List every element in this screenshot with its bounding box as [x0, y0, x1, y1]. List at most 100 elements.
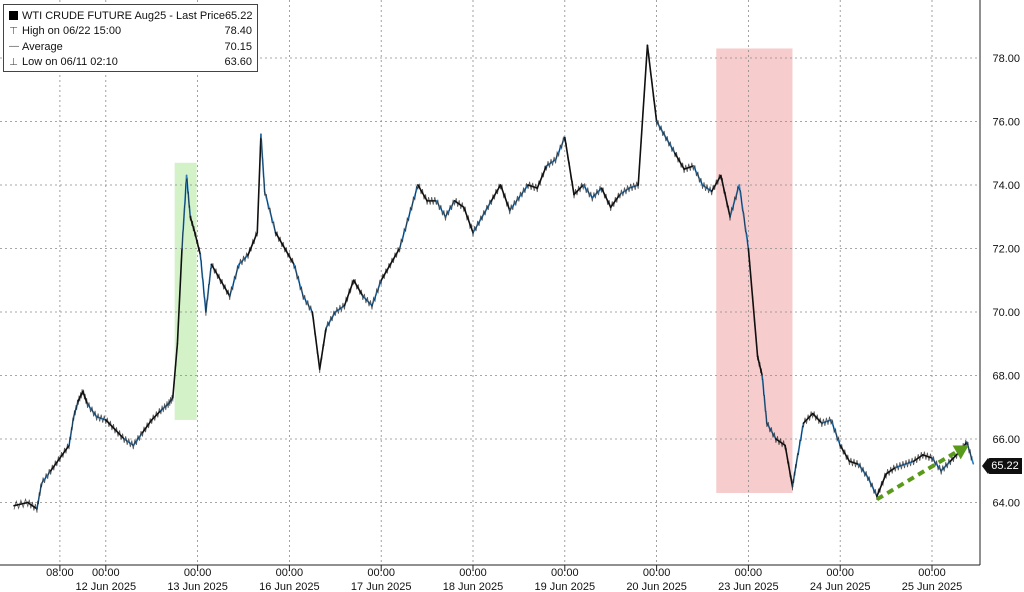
price-segment — [710, 174, 722, 193]
price-segment — [664, 136, 676, 155]
x-tick-time-label: 00:00 — [276, 567, 304, 579]
price-segment — [591, 187, 603, 199]
last-price-tag: 65.22 — [982, 458, 1022, 474]
x-tick-time-label: 00:00 — [826, 567, 854, 579]
x-tick-time-label: 00:00 — [918, 567, 946, 579]
price-segment — [86, 403, 98, 418]
x-tick-date-label: 16 Jun 2025 — [259, 581, 320, 592]
price-segment — [683, 165, 695, 170]
price-segment — [49, 457, 61, 472]
price-segment — [821, 419, 832, 424]
y-tick-label: 76.00 — [992, 117, 1020, 129]
x-tick-time-label: 00:00 — [643, 567, 671, 579]
price-segment — [26, 501, 38, 510]
price-segment — [490, 184, 502, 202]
price-segment — [263, 190, 277, 234]
price-segment — [13, 501, 29, 507]
price-segment — [582, 184, 594, 199]
price-segment — [839, 444, 851, 463]
price-segment — [132, 431, 144, 447]
x-tick-date-label: 24 Jun 2025 — [810, 581, 871, 592]
price-segment — [655, 120, 667, 139]
price-segment — [141, 419, 153, 434]
high-marker-icon: ⊤ — [9, 25, 18, 37]
price-segment — [371, 279, 383, 307]
price-segment — [527, 184, 539, 189]
price-segment — [238, 254, 249, 266]
y-tick-label: 74.00 — [992, 180, 1020, 192]
price-segment — [123, 438, 135, 447]
price-segment — [325, 311, 337, 329]
price-segment — [114, 428, 125, 440]
x-tick-date-label: 17 Jun 2025 — [351, 581, 412, 592]
price-segment — [518, 184, 529, 199]
price-segment — [802, 412, 814, 424]
legend-high-label: High on 06/22 15:00 — [22, 25, 122, 38]
price-segment — [876, 473, 887, 497]
price-segment — [453, 200, 465, 209]
price-segment — [417, 184, 428, 202]
y-tick-label: 72.00 — [992, 244, 1020, 256]
legend-low-row: ⊥ Low on 06/11 02:10 63.60 — [9, 55, 252, 71]
price-segment — [922, 454, 933, 459]
price-segment — [362, 295, 373, 307]
legend-average-row: — Average 70.15 — [9, 39, 252, 55]
price-segment — [765, 422, 777, 440]
price-segment — [885, 466, 897, 475]
price-segment — [573, 184, 584, 196]
price-segment — [857, 463, 869, 478]
y-tick-label: 78.00 — [992, 53, 1020, 65]
price-segment — [150, 409, 162, 421]
price-segment — [389, 247, 401, 266]
price-segment — [105, 419, 116, 431]
gridlines — [0, 0, 980, 565]
x-tick-date-label: 19 Jun 2025 — [535, 581, 596, 592]
price-segment — [160, 403, 170, 412]
x-tick-date-label: 20 Jun 2025 — [626, 581, 687, 592]
y-tick-label: 66.00 — [992, 434, 1020, 446]
price-segment — [228, 263, 240, 297]
low-marker-icon: ⊥ — [9, 56, 18, 68]
price-segment — [729, 184, 741, 218]
price-segment — [352, 279, 364, 297]
x-tick-time-label: 00:00 — [735, 567, 763, 579]
x-tick-date-label: 13 Jun 2025 — [167, 581, 228, 592]
price-segment — [536, 165, 548, 189]
price-segment — [293, 263, 304, 297]
legend-average-value: 70.15 — [224, 40, 252, 53]
price-segment — [894, 463, 906, 469]
price-segment — [274, 231, 286, 250]
price-segment — [940, 460, 952, 472]
price-segment — [628, 184, 640, 189]
price-segment — [912, 454, 924, 463]
legend-high-value: 78.40 — [224, 25, 252, 38]
price-segment — [463, 206, 474, 234]
price-segment — [811, 412, 823, 424]
legend-low-value: 63.60 — [224, 56, 252, 69]
price-series — [13, 44, 975, 513]
x-tick-time-label: 08:00 — [46, 567, 74, 579]
price-segment — [284, 247, 295, 266]
x-tick-date-label: 25 Jun 2025 — [902, 581, 963, 592]
black-square-icon — [9, 11, 18, 21]
y-tick-label: 68.00 — [992, 371, 1020, 383]
price-segment — [380, 263, 392, 282]
x-tick-time-label: 00:00 — [551, 567, 579, 579]
trend-arrow-head — [952, 445, 969, 460]
price-segment — [435, 200, 447, 218]
legend-high-row: ⊤ High on 06/22 15:00 78.40 — [9, 24, 252, 40]
price-segment — [302, 295, 314, 313]
y-tick-label: 64.00 — [992, 498, 1020, 510]
price-segment — [247, 231, 259, 256]
price-segment — [903, 460, 915, 466]
price-segment — [219, 279, 231, 297]
price-segment — [848, 460, 860, 466]
x-tick-date-label: 18 Jun 2025 — [443, 581, 504, 592]
average-marker-icon: — — [9, 41, 19, 53]
highlight-bands — [174, 48, 793, 493]
price-segment — [444, 200, 456, 218]
price-segment — [866, 476, 878, 497]
price-segment — [508, 196, 520, 212]
